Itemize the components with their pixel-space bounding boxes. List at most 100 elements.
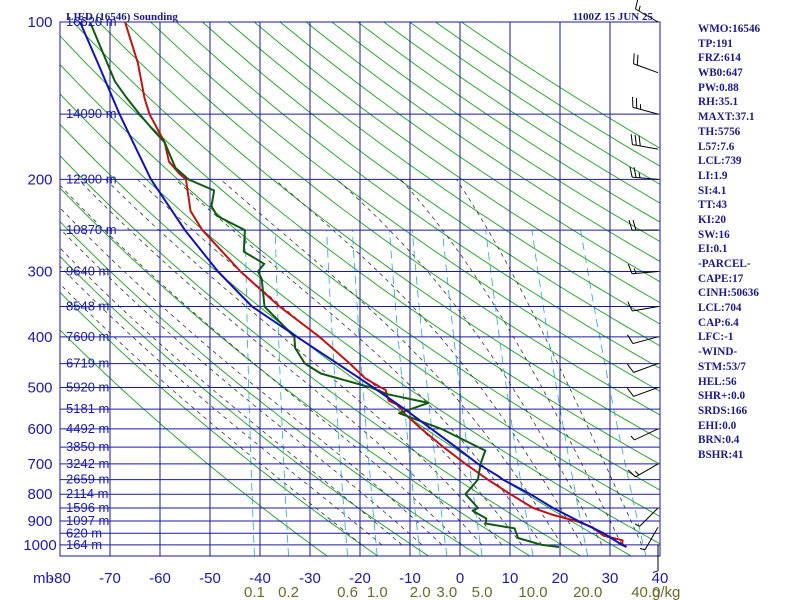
- wind-barb: [626, 363, 659, 373]
- dry-adiabat: [124, 22, 660, 416]
- pressure-tick-label: 1000: [23, 537, 56, 554]
- chart-datetime: 1100Z 15 JUN 25: [573, 11, 654, 23]
- temperature-tick-label: -20: [349, 570, 371, 587]
- indices-panel: WMO:16546 TP:191 FRZ:614 WB0:647 PW:0.88 RH:3…: [698, 22, 798, 463]
- pressure-temperature-grid: [59, 21, 661, 557]
- index-entry: RH:35.1: [698, 96, 739, 109]
- dry-adiabat: [150, 22, 660, 392]
- temperature-tick-label: -80: [49, 570, 71, 587]
- height-label: 2114 m: [66, 486, 108, 501]
- height-label: 9640 m: [66, 263, 109, 278]
- index-entry: CINH:50636: [698, 287, 759, 300]
- index-entry: SHR+:0.0: [698, 390, 746, 403]
- wind-barb: [634, 0, 659, 23]
- mixing-ratio-label: 0.6: [337, 584, 358, 600]
- pressure-unit-label: mb: [33, 570, 54, 587]
- moist-adiabat: [60, 247, 403, 546]
- mixing-ratio-unit: g/kg: [652, 584, 680, 600]
- index-entry: CAP:6.4: [698, 316, 739, 329]
- temperature-tick-label: 30: [602, 570, 619, 587]
- index-entry: WMO:16546: [698, 23, 761, 35]
- mixing-ratio-label: 0.1: [244, 584, 265, 600]
- wind-barb: [626, 334, 659, 345]
- index-entry: SI:4.1: [698, 184, 727, 197]
- index-entry: PW:0.88: [698, 81, 739, 94]
- dry-adiabat: [279, 22, 660, 283]
- mixing-ratio-label: 20.0: [573, 584, 602, 600]
- index-entry: WB0:647: [698, 67, 743, 80]
- height-label: 10870 m: [66, 222, 117, 237]
- height-label: 4492 m: [66, 421, 109, 436]
- dewpoint-profile-line: [89, 22, 560, 548]
- index-entry: LFC:-1: [698, 331, 734, 344]
- pressure-tick-label: 400: [27, 329, 52, 346]
- moist-adiabat: [60, 283, 363, 546]
- index-entry: TH:5756: [698, 125, 741, 138]
- height-label: 16620 m: [66, 14, 117, 29]
- moist-adiabat: [456, 179, 643, 546]
- moist-adiabat: [220, 179, 563, 546]
- height-label: 5920 m: [66, 380, 109, 395]
- mixing-ratio-line: [580, 230, 647, 556]
- height-label: 8548 m: [66, 299, 109, 314]
- mixing-ratio-line: [274, 230, 289, 556]
- dry-adiabat: [228, 22, 660, 325]
- dry-adiabat: [98, 22, 660, 440]
- height-label: 1596 m: [66, 500, 109, 515]
- mixing-ratio-label: 40.0: [631, 584, 660, 600]
- height-label: 6719 m: [66, 356, 109, 371]
- index-entry: TT:43: [698, 199, 728, 212]
- index-entry: BRN:0.4: [698, 434, 740, 447]
- temperature-tick-label: 0: [456, 570, 464, 587]
- height-label: 14090 m: [66, 106, 117, 121]
- mixing-ratio-label: 2.0: [410, 584, 431, 600]
- index-entry: KI:20: [698, 213, 726, 226]
- dry-adiabat: [60, 291, 379, 556]
- height-label: 3242 m: [66, 456, 109, 471]
- wind-barb: [629, 166, 659, 180]
- index-entry: TP:191: [698, 37, 733, 50]
- mixing-ratio-label: 3.0: [436, 584, 457, 600]
- mixing-ratio-label: 0.2: [278, 584, 299, 600]
- height-label: 5181 m: [66, 401, 109, 416]
- wind-barb: [628, 219, 658, 231]
- index-entry: LCL:704: [698, 302, 742, 315]
- mixing-ratio-line: [485, 230, 534, 556]
- mixing-ratio-label: 1.0: [367, 584, 388, 600]
- mixing-ratio-line: [411, 230, 448, 556]
- height-label: 3850 m: [66, 439, 109, 454]
- dry-adiabat: [60, 155, 581, 556]
- moist-adiabat: [274, 179, 583, 546]
- mixing-ratio-label: 10.0: [518, 584, 547, 600]
- index-entry: LCL:739: [698, 155, 742, 168]
- index-entry: BSHR:41: [698, 448, 744, 461]
- temperature-tick-label: -30: [299, 570, 321, 587]
- mixing-ratio-line: [326, 230, 348, 556]
- wind-barb: [634, 507, 659, 527]
- temperature-tick-label: -40: [249, 570, 271, 587]
- wind-barb: [632, 96, 659, 115]
- parcel-profile-line: [79, 22, 627, 548]
- wind-barb: [627, 463, 659, 478]
- pressure-tick-label: 500: [27, 380, 52, 397]
- index-entry: SRDS:166: [698, 404, 748, 417]
- height-label: 7600 m: [66, 329, 109, 344]
- height-label: 1097 m: [66, 513, 109, 528]
- moist-adiabat: [78, 179, 483, 546]
- mixing-ratio-label: 5.0: [472, 584, 493, 600]
- index-entry: STM:53/7: [698, 360, 746, 373]
- wind-barb: [630, 428, 659, 441]
- dry-adiabat: [60, 255, 429, 556]
- index-entry: -PARCEL-: [698, 258, 751, 270]
- index-entry: MAXT:37.1: [698, 111, 755, 124]
- index-entry: EI:0.1: [698, 243, 728, 256]
- pressure-tick-label: 300: [27, 263, 52, 280]
- index-entry: SW:16: [698, 228, 730, 241]
- wind-barb: [627, 263, 659, 275]
- temperature-tick-label: 40: [652, 570, 669, 587]
- dry-adiabat: [60, 220, 480, 556]
- wind-barb: [626, 387, 659, 397]
- dry-adiabat: [60, 63, 660, 518]
- temperature-tick-label: 20: [552, 570, 569, 587]
